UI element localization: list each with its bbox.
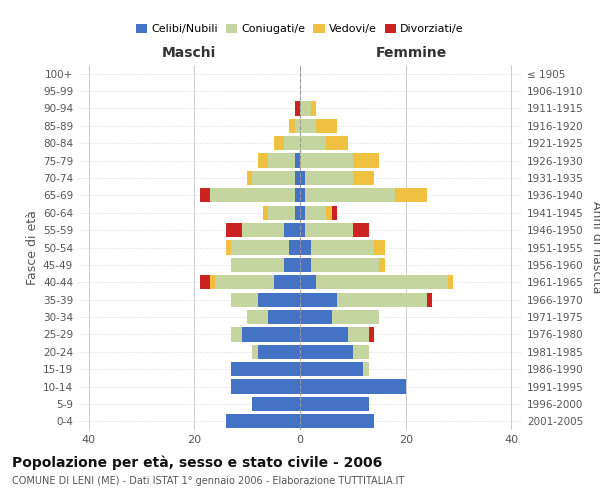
Bar [448, 275, 453, 289]
Bar [200, 188, 210, 202]
Bar [284, 136, 300, 150]
Bar [231, 292, 258, 307]
Bar [300, 362, 364, 376]
Bar [300, 188, 305, 202]
Bar [326, 136, 347, 150]
Bar [300, 397, 369, 411]
Bar [395, 188, 427, 202]
Bar [353, 154, 379, 168]
Bar [215, 275, 274, 289]
Bar [300, 292, 337, 307]
Bar [295, 188, 300, 202]
Bar [200, 275, 210, 289]
Bar [311, 258, 379, 272]
Bar [316, 118, 337, 133]
Bar [231, 240, 289, 254]
Bar [379, 258, 385, 272]
Y-axis label: Anni di nascita: Anni di nascita [590, 201, 600, 294]
Bar [258, 292, 300, 307]
Bar [258, 344, 300, 359]
Bar [353, 223, 369, 237]
Bar [300, 344, 353, 359]
Bar [353, 344, 369, 359]
Bar [253, 344, 258, 359]
Bar [300, 275, 316, 289]
Bar [311, 102, 316, 116]
Bar [295, 171, 300, 185]
Bar [268, 206, 295, 220]
Bar [332, 206, 337, 220]
Bar [231, 258, 284, 272]
Y-axis label: Fasce di età: Fasce di età [26, 210, 39, 285]
Bar [274, 275, 300, 289]
Bar [300, 223, 305, 237]
Bar [300, 102, 311, 116]
Bar [347, 328, 369, 342]
Bar [242, 328, 300, 342]
Bar [210, 188, 295, 202]
Bar [284, 258, 300, 272]
Bar [300, 171, 305, 185]
Bar [332, 310, 379, 324]
Text: COMUNE DI LENI (ME) - Dati ISTAT 1° gennaio 2006 - Elaborazione TUTTITALIA.IT: COMUNE DI LENI (ME) - Dati ISTAT 1° genn… [12, 476, 404, 486]
Bar [300, 240, 311, 254]
Bar [300, 380, 406, 394]
Text: Maschi: Maschi [162, 46, 216, 60]
Bar [311, 240, 374, 254]
Bar [305, 223, 353, 237]
Bar [253, 397, 300, 411]
Bar [268, 154, 295, 168]
Bar [289, 118, 295, 133]
Bar [305, 206, 326, 220]
Bar [300, 206, 305, 220]
Bar [263, 206, 268, 220]
Bar [284, 223, 300, 237]
Text: Popolazione per età, sesso e stato civile - 2006: Popolazione per età, sesso e stato civil… [12, 456, 382, 470]
Text: Femmine: Femmine [376, 46, 446, 60]
Bar [369, 328, 374, 342]
Bar [300, 136, 326, 150]
Bar [353, 171, 374, 185]
Bar [300, 414, 374, 428]
Bar [300, 154, 353, 168]
Bar [274, 136, 284, 150]
Bar [316, 275, 448, 289]
Bar [295, 206, 300, 220]
Bar [295, 154, 300, 168]
Bar [226, 414, 300, 428]
Bar [226, 240, 231, 254]
Bar [300, 118, 316, 133]
Bar [231, 362, 300, 376]
Bar [427, 292, 432, 307]
Bar [305, 188, 395, 202]
Bar [210, 275, 215, 289]
Legend: Celibi/Nubili, Coniugati/e, Vedovi/e, Divorziati/e: Celibi/Nubili, Coniugati/e, Vedovi/e, Di… [132, 20, 468, 39]
Bar [231, 328, 242, 342]
Bar [300, 258, 311, 272]
Bar [258, 154, 268, 168]
Bar [268, 310, 300, 324]
Bar [295, 118, 300, 133]
Bar [226, 223, 242, 237]
Bar [231, 380, 300, 394]
Bar [374, 240, 385, 254]
Bar [337, 292, 427, 307]
Bar [253, 171, 295, 185]
Bar [247, 310, 268, 324]
Bar [247, 171, 253, 185]
Bar [242, 223, 284, 237]
Bar [364, 362, 369, 376]
Bar [289, 240, 300, 254]
Bar [326, 206, 332, 220]
Bar [300, 310, 332, 324]
Bar [295, 102, 300, 116]
Bar [300, 328, 347, 342]
Bar [305, 171, 353, 185]
